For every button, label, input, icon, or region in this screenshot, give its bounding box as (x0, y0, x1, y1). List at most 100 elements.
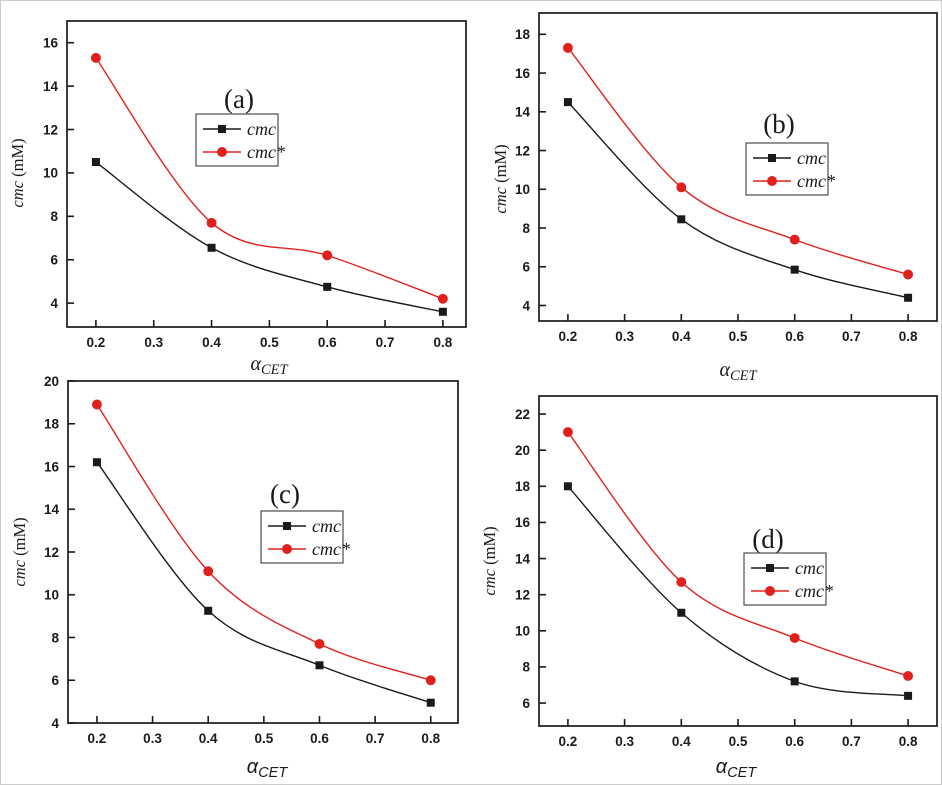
x-tick-label: 0.4 (199, 731, 218, 746)
y-axis-label-a: cmc (mM) (8, 138, 27, 207)
data-point-cmc (904, 293, 913, 302)
y-tick-label: 14 (43, 79, 59, 94)
y-tick-label: 18 (44, 417, 60, 432)
x-tick-label: 0.6 (785, 734, 804, 749)
series-markers-cmc-star-b (562, 42, 914, 280)
data-point-cmc-star (789, 234, 800, 245)
series-line-cmc-star-d (567, 431, 909, 677)
legend-sample-marker (768, 154, 776, 162)
x-tick-label: 0.5 (254, 731, 273, 746)
data-point-cmc-star (425, 675, 436, 686)
series-line-cmc-b (567, 101, 909, 299)
data-point-cmc-star (206, 217, 217, 228)
y-axis-c: 4 6 8 10 12 14 16 18 20 (44, 374, 75, 731)
chart-panel-c: 0.2 0.3 0.4 0.5 0.6 0.7 0.8468101214161820(c)c… (10, 374, 459, 781)
chart-panel-d: 0.2 0.3 0.4 0.5 0.6 0.7 0.8 6 8 10 12 14 16 18 20 22 (d)… (480, 395, 938, 781)
x-axis-label-d: αCET (716, 756, 758, 781)
x-tick-label: 0.3 (615, 734, 634, 749)
data-point-cmc (204, 606, 213, 615)
y-tick-label: 20 (44, 374, 59, 389)
data-point-cmc (677, 608, 686, 617)
data-point-cmc (207, 243, 216, 252)
legend-box (745, 142, 829, 196)
y-tick-label: 12 (43, 122, 58, 137)
y-tick-label: 4 (51, 716, 59, 731)
data-point-cmc (790, 265, 799, 274)
legend-d: cmc cmc* (743, 552, 833, 606)
data-point-cmc-star (322, 250, 333, 261)
panel-letter-a: (a) (224, 84, 254, 114)
y-tick-label: 12 (44, 545, 59, 560)
x-tick-label: 0.4 (202, 335, 221, 350)
data-point-cmc (790, 677, 799, 686)
legend-box (743, 552, 827, 606)
y-tick-label: 10 (515, 182, 530, 197)
x-tick-label: 0.4 (672, 329, 691, 344)
x-axis-label-b: αCET (719, 359, 757, 384)
legend-sample-marker (767, 176, 777, 186)
chart-panel-b: 0.2 0.3 0.4 0.5 0.6 0.7 0.84681012141618(b)cmc… (491, 12, 938, 384)
x-tick-label: 0.2 (559, 329, 578, 344)
x-tick-label: 0.8 (421, 731, 440, 746)
series-line-cmc-a (95, 161, 444, 313)
y-tick-label: 8 (51, 630, 59, 645)
series-markers-cmc-star-d (562, 427, 914, 681)
y-tick-label: 6 (51, 673, 59, 688)
x-tick-label: 0.5 (729, 734, 748, 749)
data-point-cmc (438, 307, 447, 316)
x-tick-label: 0.7 (366, 731, 385, 746)
y-tick-label: 12 (515, 587, 530, 602)
legend-sample-marker (282, 544, 292, 554)
x-axis-d: 0.2 0.3 0.4 0.5 0.6 0.7 0.8 (559, 719, 918, 749)
y-tick-label: 14 (515, 551, 531, 566)
y-tick-label: 6 (522, 696, 530, 711)
data-point-cmc-star (203, 566, 214, 577)
legend-box (195, 113, 279, 167)
series-markers-cmc-star-a (90, 52, 448, 304)
axis-frame-a (66, 20, 467, 328)
y-tick-label: 10 (44, 588, 59, 603)
y-tick-label: 4 (522, 298, 530, 313)
x-axis-a: 0.2 0.3 0.4 0.5 0.6 0.7 0.8 (87, 320, 453, 350)
data-point-cmc (91, 158, 100, 167)
x-tick-label: 0.5 (729, 329, 748, 344)
x-tick-label: 0.7 (842, 329, 861, 344)
axis-frame-d (538, 395, 938, 727)
x-tick-label: 0.7 (376, 335, 395, 350)
x-tick-label: 0.3 (615, 329, 634, 344)
series-markers-cmc-b (563, 98, 913, 302)
x-tick-label: 0.8 (899, 734, 918, 749)
y-tick-label: 16 (515, 66, 531, 81)
data-point-cmc (92, 458, 101, 467)
y-tick-label: 8 (50, 209, 58, 224)
y-tick-label: 6 (50, 253, 58, 268)
y-tick-label: 14 (515, 105, 531, 120)
x-axis-label-a: αCET (250, 353, 288, 378)
y-tick-label: 10 (43, 166, 58, 181)
data-point-cmc-star (676, 577, 687, 588)
data-point-cmc (315, 661, 324, 670)
data-point-cmc (563, 482, 572, 491)
chart-panel-a: 0.2 0.3 0.4 0.5 0.6 0.7 0.846810121416(a)cmccm… (8, 20, 467, 378)
y-tick-label: 6 (522, 260, 530, 275)
data-point-cmc-star (91, 399, 102, 410)
y-tick-label: 8 (522, 660, 530, 675)
y-axis-d: 6 8 10 12 14 16 18 20 22 (515, 407, 546, 711)
series-markers-cmc-a (91, 158, 447, 316)
legend-sample-marker (283, 522, 291, 530)
x-tick-label: 0.7 (842, 734, 861, 749)
legend-sample-marker (766, 564, 774, 572)
data-point-cmc-star (789, 633, 800, 643)
y-tick-label: 12 (515, 143, 530, 158)
series-line-cmc-star-b (567, 47, 909, 276)
data-point-cmc-star (903, 671, 914, 681)
x-tick-label: 0.5 (260, 335, 279, 350)
y-tick-label: 14 (44, 502, 60, 517)
data-point-cmc (677, 215, 686, 224)
panel-letter-d: (d) (752, 524, 783, 554)
x-tick-label: 0.6 (310, 731, 329, 746)
y-axis-label-c: cmc (mM) (10, 517, 29, 586)
data-point-cmc-star (562, 42, 573, 53)
